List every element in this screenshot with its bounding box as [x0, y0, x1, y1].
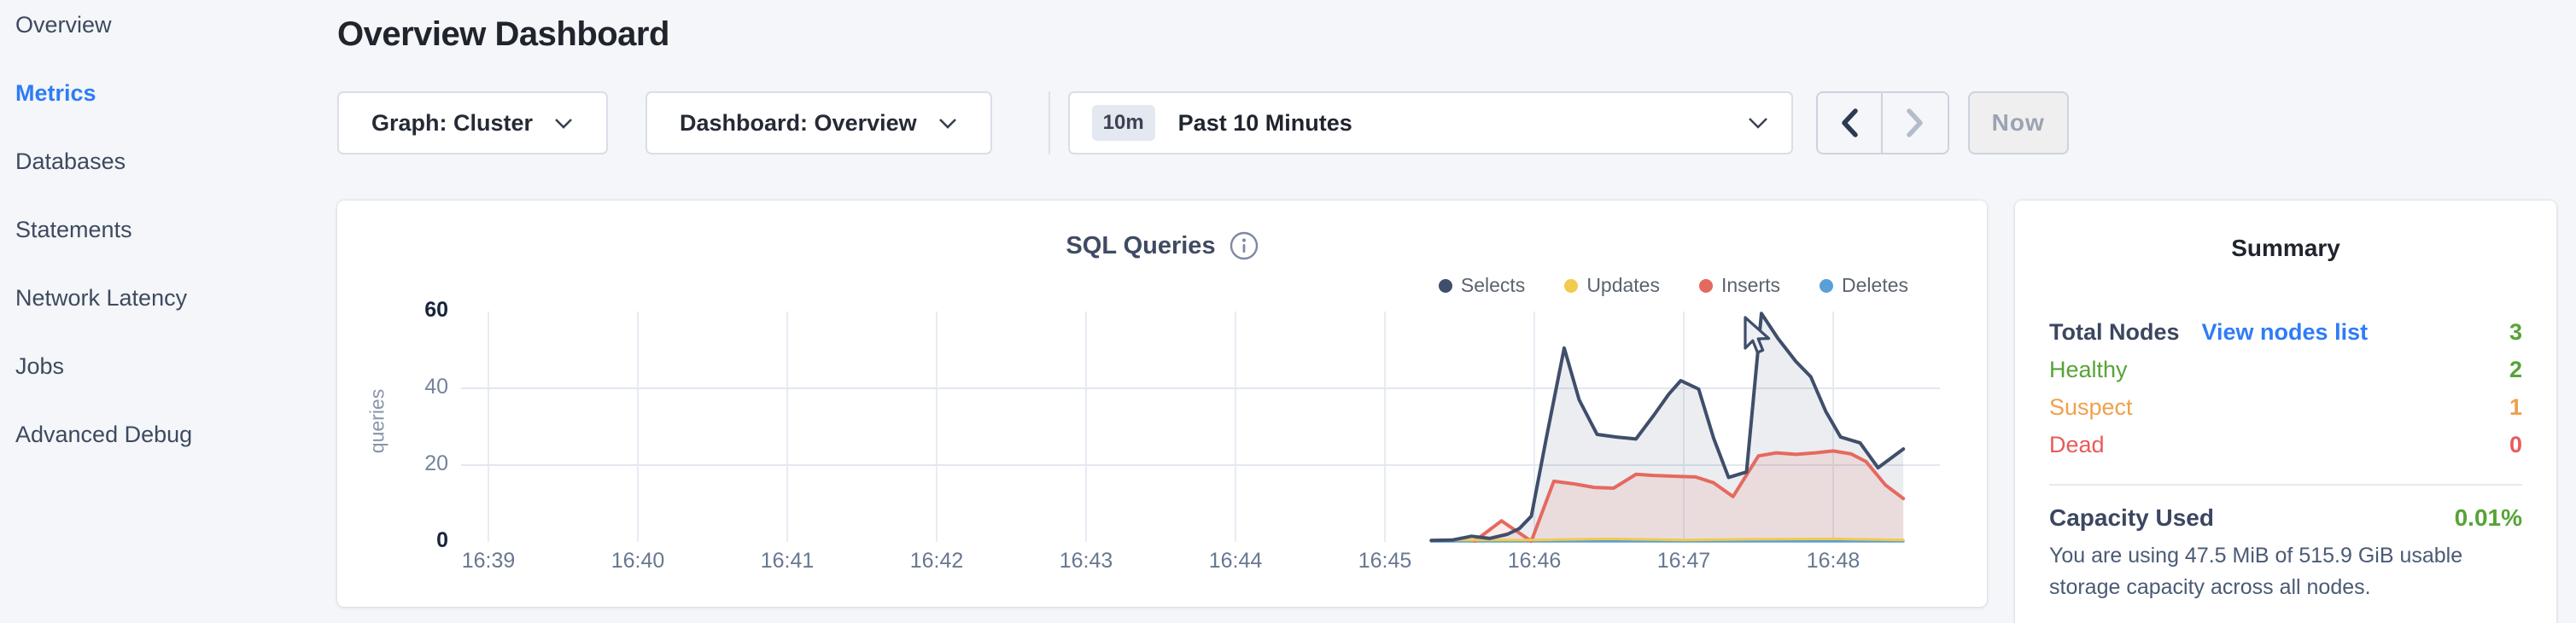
x-tick-label: 16:43	[1059, 549, 1113, 573]
dead-value: 0	[2509, 431, 2522, 457]
chevron-down-icon	[938, 118, 956, 129]
summary-title: Summary	[2231, 235, 2340, 261]
y-tick-label: 0	[436, 528, 448, 552]
x-tick-label: 16:40	[610, 549, 665, 573]
sidebar-nav-list: Overview Metrics Databases Statements Networ…	[15, 12, 324, 490]
x-tick-label: 16:42	[909, 549, 964, 573]
chart-title: SQL Queries	[1066, 231, 1216, 259]
legend-label: Selects	[1460, 274, 1526, 296]
chart-legend: Selects Updates Inserts Deletes	[1438, 274, 1908, 297]
suspect-value: 1	[2509, 393, 2522, 420]
main-content: Overview Dashboard Graph: Cluster Dashbo…	[337, 0, 2556, 623]
sidebar-item-advanced-debug[interactable]: Advanced Debug	[15, 422, 193, 447]
chart-title-row: SQL Queries	[337, 231, 1987, 260]
time-range-dropdown[interactable]: 10m Past 10 Minutes	[1067, 91, 1793, 154]
summary-panel: Summary Total Nodes View nodes list 3 He…	[2015, 201, 2556, 623]
dashboard-dropdown-label: Dashboard: Overview	[680, 109, 917, 136]
x-tick-label: 16:39	[461, 549, 516, 573]
time-prev-button[interactable]	[1818, 93, 1883, 153]
y-tick-label: 60	[424, 298, 448, 322]
graph-scope-dropdown-label: Graph: Cluster	[371, 109, 534, 136]
summary-row-suspect: Suspect 1	[2049, 388, 2522, 426]
x-tick-label: 16:44	[1208, 549, 1263, 573]
total-nodes-value: 3	[2509, 318, 2522, 345]
capacity-description: You are using 47.5 MiB of 515.9 GiB usab…	[2049, 544, 2463, 599]
graph-scope-dropdown[interactable]: Graph: Cluster	[337, 91, 609, 154]
info-icon[interactable]	[1230, 231, 1259, 260]
legend-item-updates: Updates	[1564, 274, 1660, 297]
sql-queries-chart-card: SQL Queries Selects Updates Inserts Deletes…	[337, 201, 1987, 607]
chevron-down-icon	[555, 118, 572, 129]
time-range-label: Past 10 Minutes	[1177, 109, 1352, 136]
healthy-value: 2	[2509, 356, 2522, 382]
sidebar: Overview Metrics Databases Statements Networ…	[0, 0, 324, 623]
legend-item-deletes: Deletes	[1820, 274, 1908, 297]
legend-label: Inserts	[1720, 274, 1781, 296]
legend-dot-icon	[1438, 278, 1452, 293]
summary-row-healthy: Healthy 2	[2049, 351, 2522, 388]
summary-row-capacity: Capacity Used 0.01%	[2049, 504, 2522, 532]
sidebar-item-overview[interactable]: Overview	[15, 12, 112, 38]
legend-dot-icon	[1698, 278, 1713, 293]
legend-dot-icon	[1564, 278, 1579, 293]
chevron-left-icon	[1841, 108, 1858, 137]
legend-dot-icon	[1820, 278, 1834, 293]
x-tick-label: 16:46	[1507, 549, 1562, 573]
chevron-down-icon	[1748, 118, 1767, 129]
now-button[interactable]: Now	[1967, 91, 2069, 154]
legend-item-inserts: Inserts	[1698, 274, 1781, 297]
total-nodes-label: Total Nodes	[2049, 318, 2180, 345]
controls-divider	[1048, 91, 1050, 154]
sidebar-item-jobs[interactable]: Jobs	[15, 353, 65, 379]
legend-label: Updates	[1586, 274, 1660, 296]
legend-item-selects: Selects	[1438, 274, 1526, 297]
dashboard-dropdown[interactable]: Dashboard: Overview	[645, 91, 992, 154]
summary-rows: Total Nodes View nodes list 3 Healthy 2 …	[2049, 313, 2522, 463]
summary-row-dead: Dead 0	[2049, 426, 2522, 463]
time-next-button[interactable]	[1883, 93, 1948, 153]
sidebar-item-metrics[interactable]: Metrics	[15, 80, 96, 106]
capacity-used-value: 0.01%	[2454, 504, 2522, 531]
time-nav-arrows	[1815, 91, 1949, 154]
x-tick-label: 16:41	[760, 549, 815, 573]
cards-row: SQL Queries Selects Updates Inserts Deletes…	[337, 201, 2556, 623]
dead-label: Dead	[2049, 431, 2105, 457]
x-tick-label: 16:45	[1358, 549, 1412, 573]
page-title: Overview Dashboard	[337, 15, 669, 53]
suspect-label: Suspect	[2049, 393, 2133, 420]
capacity-used-label: Capacity Used	[2049, 504, 2214, 531]
sidebar-item-network-latency[interactable]: Network Latency	[15, 285, 188, 311]
time-range-badge: 10m	[1091, 105, 1155, 141]
y-tick-label: 40	[424, 375, 448, 399]
sidebar-item-databases[interactable]: Databases	[15, 148, 126, 174]
chevron-right-icon	[1906, 108, 1923, 137]
x-tick-label: 16:47	[1656, 549, 1711, 573]
legend-label: Deletes	[1842, 274, 1908, 296]
sql-queries-plot[interactable]	[461, 310, 1940, 544]
view-nodes-list-link[interactable]: View nodes list	[2201, 318, 2369, 345]
summary-row-total-nodes: Total Nodes View nodes list 3	[2049, 313, 2522, 351]
controls-bar: Graph: Cluster Dashboard: Overview 10m P…	[337, 91, 2556, 154]
sidebar-item-statements[interactable]: Statements	[15, 217, 132, 242]
x-tick-label: 16:48	[1806, 549, 1860, 573]
summary-divider	[2049, 484, 2522, 486]
y-tick-label: 20	[424, 451, 448, 475]
healthy-label: Healthy	[2049, 356, 2128, 382]
